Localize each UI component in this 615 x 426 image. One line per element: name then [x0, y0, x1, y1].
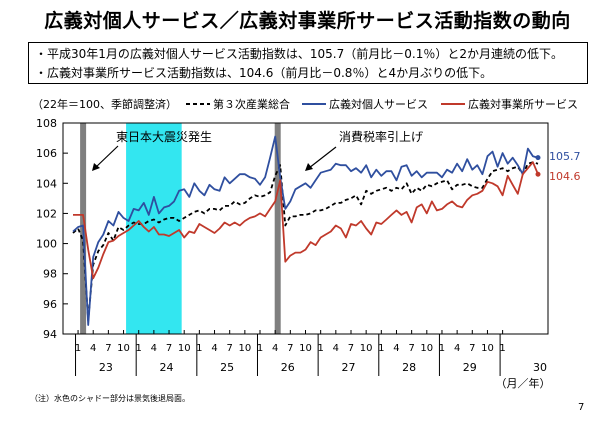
legend-label-tertiary: 第３次産業総合 [213, 97, 290, 111]
x-year-label: 23 [99, 361, 113, 374]
x-tick-label: 10 [117, 343, 130, 354]
index-note: （22年＝100、季節調整済） [32, 97, 177, 111]
y-tick-label: 108 [36, 117, 57, 130]
annotation-earthquake: 東日本大震災発生 [116, 130, 212, 144]
summary-line-personal: ・平成30年1月の広義対個人サービス活動指数は、105.7（前月比－0.1％）と… [35, 47, 563, 61]
x-tick-label: 1 [257, 343, 263, 354]
x-tick-label: 4 [211, 343, 217, 354]
y-tick-label: 100 [36, 238, 57, 251]
annotation-arrow-earthquake [94, 145, 119, 169]
y-tick-label: 96 [43, 298, 57, 311]
x-tick-label: 10 [238, 343, 251, 354]
annotation-tax-hike: 消費税率引上げ [339, 129, 423, 144]
x-tick-label: 7 [348, 343, 354, 354]
annotation-arrow-tax-hike [308, 146, 337, 169]
x-year-label: 27 [341, 361, 355, 374]
x-tick-label: 1 [378, 343, 384, 354]
series-line-personal [72, 135, 539, 326]
x-tick-label: 10 [299, 343, 312, 354]
tax-hike-bar [274, 123, 281, 334]
y-tick-label: 106 [36, 147, 57, 160]
x-tick-label: 1 [439, 343, 445, 354]
page-number: 7 [578, 402, 585, 413]
x-unit-label: （月／年） [496, 376, 551, 390]
x-tick-label: 1 [317, 343, 323, 354]
x-tick-label: 7 [408, 343, 414, 354]
x-tick-label: 10 [481, 343, 494, 354]
x-tick-label: 1 [75, 343, 81, 354]
footnote: （注）水色のシャドー部分は景気後退局面。 [30, 394, 190, 403]
summary-box: ・平成30年1月の広義対個人サービス活動指数は、105.7（前月比－0.1％）と… [28, 42, 588, 84]
x-tick-label: 10 [360, 343, 373, 354]
y-tick-label: 98 [43, 268, 57, 281]
summary-line-business: ・広義対事業所サービス活動指数は、104.6（前月比－0.8％）と4か月ぶりの低… [35, 66, 493, 80]
x-tick-label: 7 [226, 343, 232, 354]
x-tick-label: 4 [151, 343, 157, 354]
x-tick-label: 7 [166, 343, 172, 354]
arrowhead-tax-hike [305, 163, 313, 171]
x-tick-label: 7 [469, 343, 475, 354]
y-tick-label: 104 [36, 177, 57, 190]
x-tick-label: 10 [178, 343, 191, 354]
x-tick-label: 1 [136, 343, 142, 354]
x-tick-label: 4 [333, 343, 339, 354]
x-year-label: 28 [402, 361, 416, 374]
x-year-label: 24 [160, 361, 174, 374]
x-tick-label: 7 [287, 343, 293, 354]
x-year-label: 26 [281, 361, 295, 374]
x-tick-label: 1 [499, 343, 505, 354]
y-tick-label: 94 [43, 328, 57, 341]
x-tick-label: 4 [90, 343, 96, 354]
x-tick-label: 1 [196, 343, 202, 354]
series-line-business [73, 161, 539, 280]
end-label-personal: 105.7 [549, 150, 581, 163]
x-year-label: 30 [533, 361, 547, 374]
x-tick-label: 4 [272, 343, 278, 354]
x-tick-label: 4 [393, 343, 399, 354]
arrowhead-earthquake [92, 163, 100, 171]
legend-label-business: 広義対事業所サービス [468, 97, 578, 111]
x-tick-label: 10 [420, 343, 433, 354]
end-marker [535, 171, 541, 177]
x-tick-label: 7 [105, 343, 111, 354]
x-year-label: 25 [220, 361, 234, 374]
legend-label-personal: 広義対個人サービス [329, 97, 428, 111]
x-year-label: 29 [463, 361, 477, 374]
end-label-business: 104.6 [549, 170, 581, 183]
x-tick-label: 4 [454, 343, 460, 354]
end-marker [535, 155, 541, 161]
y-tick-label: 102 [36, 207, 57, 220]
page-title: 広義対個人サービス／広義対事業所サービス活動指数の動向 [44, 10, 571, 32]
